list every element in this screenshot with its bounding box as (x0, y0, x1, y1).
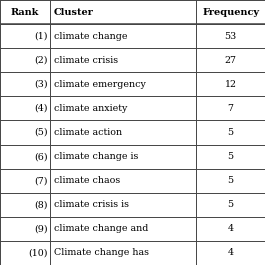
Text: (3): (3) (34, 80, 48, 89)
Text: climate action: climate action (54, 128, 122, 137)
Text: (5): (5) (34, 128, 48, 137)
Text: climate emergency: climate emergency (54, 80, 145, 89)
Text: climate change: climate change (54, 32, 127, 41)
Text: climate anxiety: climate anxiety (54, 104, 127, 113)
Text: 7: 7 (228, 104, 233, 113)
Text: (4): (4) (34, 104, 48, 113)
Text: (8): (8) (34, 200, 48, 209)
Text: climate crisis: climate crisis (54, 56, 118, 65)
Text: Rank: Rank (11, 7, 39, 16)
Text: climate change and: climate change and (54, 224, 148, 233)
Text: (7): (7) (34, 176, 48, 185)
Text: 12: 12 (224, 80, 237, 89)
Text: 4: 4 (228, 224, 233, 233)
Text: 27: 27 (224, 56, 237, 65)
Text: (1): (1) (34, 32, 48, 41)
Text: Climate change has: Climate change has (54, 249, 148, 258)
Text: climate crisis is: climate crisis is (54, 200, 129, 209)
Text: 5: 5 (227, 152, 234, 161)
Text: climate chaos: climate chaos (54, 176, 120, 185)
Text: Frequency: Frequency (202, 7, 259, 16)
Text: (6): (6) (34, 152, 48, 161)
Text: 5: 5 (227, 128, 234, 137)
Text: (10): (10) (28, 249, 48, 258)
Text: climate change is: climate change is (54, 152, 138, 161)
Text: Cluster: Cluster (54, 7, 93, 16)
Text: 4: 4 (228, 249, 233, 258)
Text: (9): (9) (34, 224, 48, 233)
Text: 5: 5 (227, 200, 234, 209)
Text: 5: 5 (227, 176, 234, 185)
Text: (2): (2) (34, 56, 48, 65)
Text: 53: 53 (224, 32, 237, 41)
